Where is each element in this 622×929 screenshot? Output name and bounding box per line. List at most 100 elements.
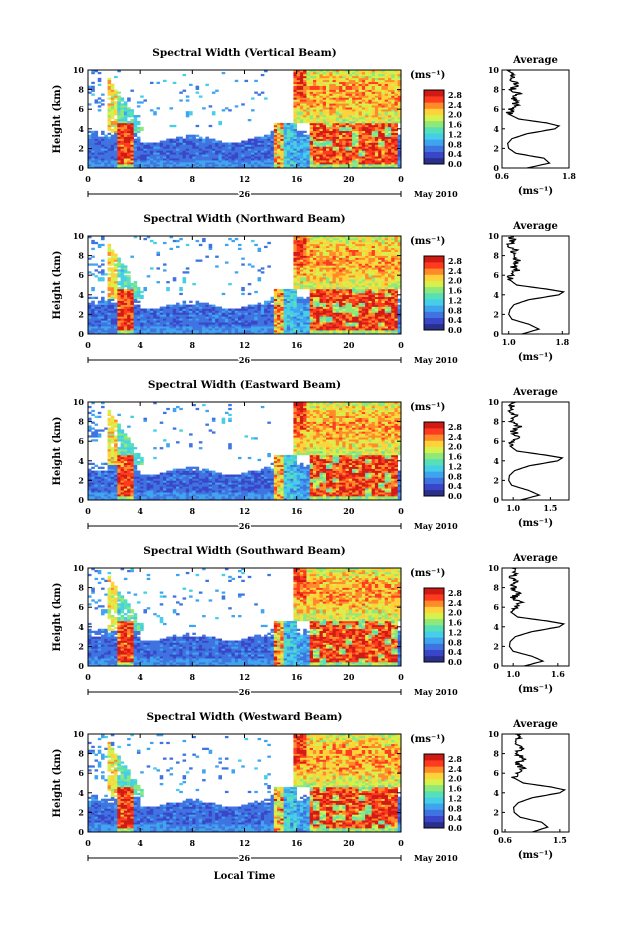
- heatmap-cell: [349, 105, 353, 107]
- heatmap-cell: [228, 144, 232, 146]
- heatmap-cell: [209, 154, 213, 156]
- heatmap-cell: [329, 123, 333, 125]
- heatmap-cell: [280, 309, 284, 311]
- heatmap-cell: [375, 113, 379, 115]
- heatmap-cell: [352, 135, 356, 137]
- heatmap-cell: [127, 150, 131, 152]
- heatmap-cell: [179, 162, 183, 164]
- heatmap-cell: [313, 285, 317, 287]
- heatmap-cell: [212, 312, 216, 314]
- heatmap-cell: [150, 152, 154, 154]
- heatmap-cell: [108, 269, 112, 271]
- heatmap-cell: [150, 316, 154, 318]
- heatmap-cell: [303, 72, 307, 74]
- heatmap-cell: [212, 150, 216, 152]
- heatmap-cell: [333, 117, 337, 119]
- heatmap-cell: [95, 297, 99, 299]
- heatmap-cell: [336, 322, 340, 324]
- heatmap-cell: [209, 307, 213, 309]
- heatmap-cell: [176, 158, 180, 160]
- heatmap-cell: [127, 137, 131, 139]
- heatmap-cell: [355, 113, 359, 115]
- heatmap-cell: [346, 82, 350, 84]
- heatmap-cell: [362, 97, 366, 99]
- heatmap-cell: [333, 129, 337, 131]
- heatmap-cell: [95, 328, 99, 330]
- heatmap-cell: [111, 141, 115, 143]
- heatmap-cell: [264, 318, 268, 320]
- heatmap-cell: [179, 322, 183, 324]
- heatmap-cell: [274, 293, 278, 295]
- heatmap-cell: [212, 139, 216, 141]
- heatmap-cell: [381, 139, 385, 141]
- heatmap-cell: [251, 310, 255, 312]
- heatmap-cell: [391, 125, 395, 127]
- heatmap-cell: [267, 242, 271, 244]
- heatmap-cell: [274, 297, 278, 299]
- heatmap-cell: [346, 95, 350, 97]
- heatmap-cell: [365, 82, 369, 84]
- heatmap-cell: [127, 99, 131, 101]
- heatmap-cell: [95, 162, 99, 164]
- heatmap-cell: [104, 154, 108, 156]
- heatmap-cell: [277, 318, 281, 320]
- heatmap-cell: [381, 109, 385, 111]
- heatmap-cell: [134, 322, 138, 324]
- heatmap-cell: [186, 139, 190, 141]
- heatmap-cell: [215, 316, 219, 318]
- heatmap-cell: [241, 309, 245, 311]
- heatmap-cell: [209, 162, 213, 164]
- heatmap-cell: [101, 162, 105, 164]
- heatmap-cell: [147, 152, 151, 154]
- heatmap-cell: [336, 103, 340, 105]
- heatmap-cell: [287, 295, 291, 297]
- heatmap-cell: [274, 154, 278, 156]
- heatmap-cell: [137, 148, 141, 150]
- heatmap-cell: [274, 139, 278, 141]
- heatmap-cell: [306, 94, 310, 96]
- heatmap-cell: [375, 148, 379, 150]
- heatmap-cell: [313, 303, 317, 305]
- heatmap-cell: [104, 139, 108, 141]
- heatmap-cell: [352, 133, 356, 135]
- heatmap-cell: [306, 275, 310, 277]
- heatmap-cell: [124, 123, 128, 125]
- heatmap-cell: [329, 256, 333, 258]
- heatmap-cell: [222, 152, 226, 154]
- heatmap-cell: [150, 164, 154, 166]
- heatmap-cell: [170, 125, 174, 127]
- heatmap-cell: [303, 88, 307, 90]
- heatmap-cell: [333, 328, 337, 330]
- heatmap-cell: [274, 307, 278, 309]
- heatmap-cell: [303, 273, 307, 275]
- heatmap-cell: [306, 316, 310, 318]
- heatmap-cell: [336, 330, 340, 332]
- heatmap-cell: [378, 127, 382, 129]
- heatmap-cell: [300, 97, 304, 99]
- heatmap-cell: [310, 273, 314, 275]
- heatmap-cell: [101, 164, 105, 166]
- heatmap-cell: [300, 314, 304, 316]
- heatmap-cell: [375, 133, 379, 135]
- heatmap-cell: [336, 113, 340, 115]
- heatmap-cell: [95, 269, 99, 271]
- heatmap-cell: [372, 92, 376, 94]
- heatmap-cell: [251, 143, 255, 145]
- heatmap-cell: [316, 90, 320, 92]
- heatmap-cell: [166, 141, 170, 143]
- heatmap-cell: [316, 309, 320, 311]
- heatmap-cell: [114, 263, 118, 265]
- heatmap-cell: [381, 95, 385, 97]
- heatmap-cell: [378, 162, 382, 164]
- heatmap-cell: [329, 271, 333, 273]
- heatmap-cell: [372, 99, 376, 101]
- heatmap-cell: [202, 107, 206, 109]
- heatmap-cell: [183, 154, 187, 156]
- heatmap-cell: [179, 320, 183, 322]
- heatmap-cell: [313, 99, 317, 101]
- heatmap-cell: [339, 287, 343, 289]
- heatmap-cell: [254, 310, 258, 312]
- heatmap-cell: [108, 94, 112, 96]
- heatmap-cell: [349, 84, 353, 86]
- heatmap-cell: [316, 322, 320, 324]
